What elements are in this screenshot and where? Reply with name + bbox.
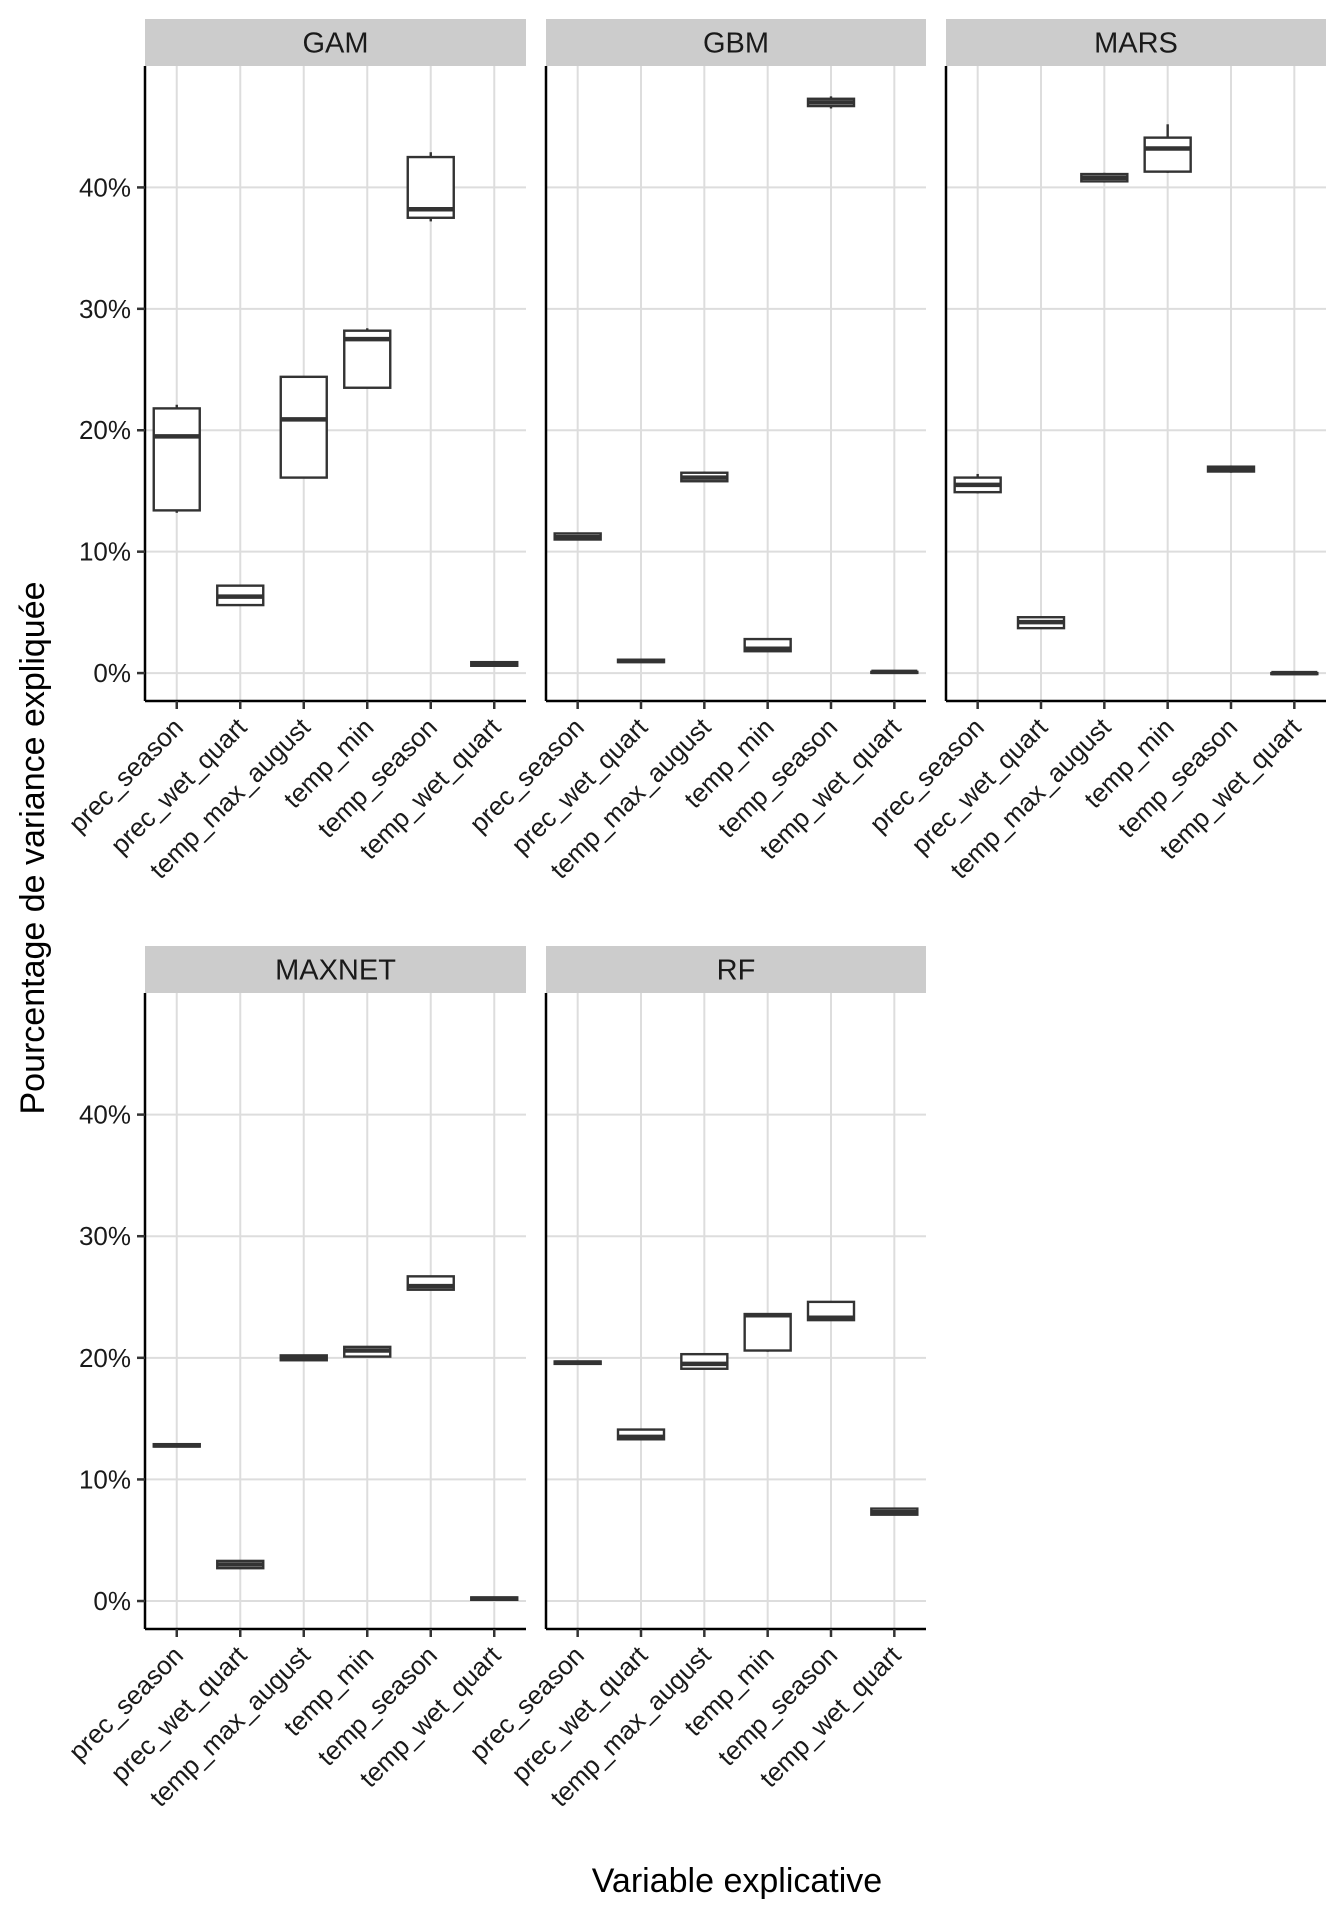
panel-mars: MARSprec_seasonprec_wet_quarttemp_max_au… <box>863 19 1326 884</box>
facet-panels: GAM0%10%20%30%40%prec_seasonprec_wet_qua… <box>62 19 1326 1812</box>
facet-strip-label: RF <box>717 955 756 987</box>
box-iqr <box>279 375 328 479</box>
box-prec-wet-quart <box>616 1428 666 1441</box>
y-tick-label: 40% <box>79 1100 131 1130</box>
panel-gam: GAM0%10%20%30%40%prec_seasonprec_wet_qua… <box>62 19 526 884</box>
box-temp-wet-quart <box>470 660 519 667</box>
y-tick-label: 20% <box>79 1343 131 1373</box>
box-iqr <box>616 1428 666 1441</box>
box-temp-min <box>1143 124 1192 173</box>
facet-strip-label: GBM <box>703 28 769 60</box>
facet-strip <box>145 946 526 993</box>
y-tick-label: 10% <box>79 537 131 567</box>
y-tick-label: 0% <box>93 1586 131 1616</box>
box-temp-min <box>743 637 792 653</box>
y-tick-label: 20% <box>79 415 131 445</box>
box-iqr <box>1143 136 1192 173</box>
box-temp-max-august <box>680 1352 729 1370</box>
box-prec-wet-quart <box>216 1559 265 1570</box>
y-tick-label: 30% <box>79 294 131 324</box>
box-temp-max-august <box>680 471 729 483</box>
panel-maxnet: MAXNET0%10%20%30%40%prec_seasonprec_wet_… <box>62 946 526 1812</box>
facet-strip <box>946 19 1326 66</box>
box-temp-season <box>406 1275 455 1291</box>
box-temp-wet-quart <box>870 1507 919 1516</box>
box-prec-season <box>553 532 602 541</box>
box-temp-max-august <box>279 1354 328 1362</box>
box-temp-wet-quart <box>870 669 919 675</box>
x-axis-title: Variable explicative <box>592 1862 882 1900</box>
y-axis-title: Pourcentage de variance expliquée <box>14 581 52 1114</box>
facet-strip <box>145 19 526 66</box>
box-temp-min <box>343 328 392 389</box>
box-prec-wet-quart <box>216 584 265 607</box>
box-temp-wet-quart <box>1270 670 1319 676</box>
facet-strip-label: MARS <box>1094 28 1178 60</box>
y-tick-label: 10% <box>79 1464 131 1494</box>
box-temp-season <box>806 96 856 109</box>
facet-strip-label: GAM <box>302 28 368 60</box>
box-iqr <box>152 407 201 512</box>
facet-strip-label: MAXNET <box>275 955 396 987</box>
box-iqr <box>680 1352 729 1370</box>
box-temp-min <box>743 1312 792 1352</box>
box-temp-max-august <box>1080 172 1129 183</box>
box-prec-wet-quart <box>1016 616 1066 630</box>
panel-rf: RFprec_seasonprec_wet_quarttemp_max_augu… <box>463 946 926 1812</box>
box-temp-max-august <box>279 375 328 479</box>
y-tick-label: 40% <box>79 172 131 202</box>
box-temp-min <box>343 1345 392 1358</box>
panel-gbm: GBMprec_seasonprec_wet_quarttemp_max_aug… <box>463 19 926 884</box>
box-prec-wet-quart <box>616 658 666 664</box>
box-temp-season <box>806 1300 856 1322</box>
box-temp-season <box>406 152 455 222</box>
box-prec-season <box>152 1442 201 1448</box>
box-prec-season <box>953 473 1002 494</box>
box-temp-wet-quart <box>470 1596 519 1602</box>
box-prec-season <box>553 1360 602 1366</box>
facet-strip <box>546 946 926 993</box>
facet-strip <box>546 19 926 66</box>
box-iqr <box>743 1312 792 1352</box>
y-tick-label: 30% <box>79 1221 131 1251</box>
box-prec-season <box>152 404 201 513</box>
y-tick-label: 0% <box>93 658 131 688</box>
box-temp-season <box>1206 465 1256 473</box>
